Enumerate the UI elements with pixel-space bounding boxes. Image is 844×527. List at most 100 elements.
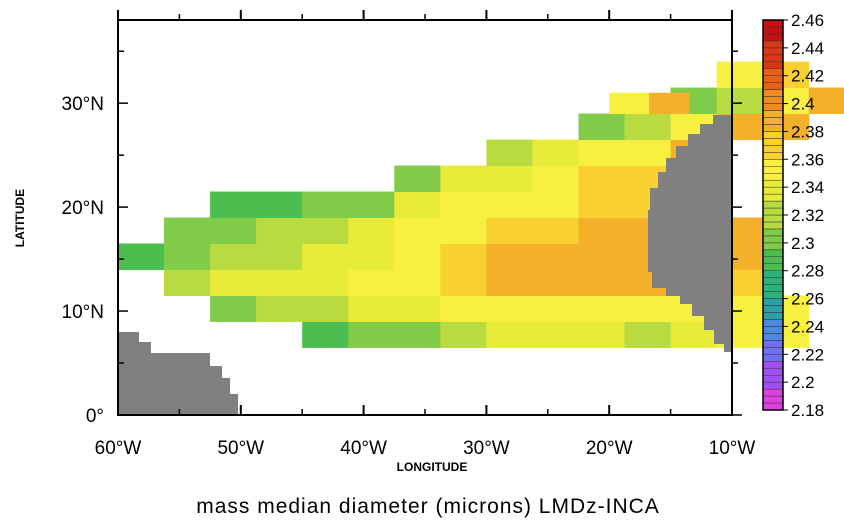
y-tick-label: 0° (86, 406, 104, 427)
colorbar-swatch (762, 284, 784, 292)
colorbar-label: 2.32 (791, 206, 824, 225)
heatmap-cell (624, 295, 672, 322)
heatmap-cell (394, 243, 441, 270)
colorbar-label: 2.22 (791, 345, 824, 364)
colorbar-swatch (762, 298, 784, 306)
heatmap-cell (440, 191, 487, 218)
heatmap-cell (348, 243, 395, 270)
heatmap-cell (164, 217, 211, 244)
axis-ticks (117, 10, 742, 416)
heatmap-cell (578, 217, 626, 244)
colorbar-swatch (762, 172, 784, 181)
heatmap-cell (348, 217, 395, 244)
heatmap-cell (486, 139, 533, 167)
colorbar-swatch (762, 395, 784, 404)
colorbar-swatch (762, 256, 784, 264)
heatmap-cell (256, 269, 303, 296)
heatmap-cell (256, 191, 303, 218)
heatmap-cell (808, 87, 844, 115)
heatmap-cell (164, 269, 211, 296)
heatmap-cell (394, 295, 441, 322)
heatmap-cell (716, 61, 764, 89)
x-tick-label: 40°W (340, 438, 387, 459)
heatmap-cell (302, 191, 349, 218)
heatmap-cell (440, 321, 487, 348)
heatmap-cell (394, 269, 441, 296)
colorbar-swatch (762, 103, 784, 111)
colorbar-swatch (762, 347, 784, 355)
colorbar-label: 2.28 (791, 262, 824, 281)
colorbar-swatch (762, 47, 784, 56)
heatmap-cell (118, 243, 165, 270)
colorbar-label: 2.18 (791, 401, 824, 420)
heatmap-cell (532, 269, 579, 296)
heatmap-cell (532, 243, 579, 270)
heatmap-cell (210, 243, 257, 270)
heatmap-cell (394, 165, 441, 193)
colorbar-swatch (762, 270, 784, 278)
colorbar-swatch (762, 186, 784, 195)
chart-caption: mass median diameter (microns) LMDz-INCA (196, 495, 660, 518)
heatmap-cell (256, 243, 303, 270)
tick-labels: 60°W 50°W 40°W 30°W 20°W 10°W 0° 10°N 20°N 30°N (62, 94, 756, 459)
colorbar-swatch (762, 374, 784, 383)
colorbar-swatch (762, 54, 784, 63)
colorbar-swatch (762, 242, 784, 251)
colorbar-swatch (762, 207, 784, 216)
heatmap-cell (486, 269, 533, 296)
heatmap-cell (210, 191, 257, 218)
colorbar-swatch (762, 110, 784, 118)
colorbar-swatch (762, 214, 784, 223)
y-tick-label: 30°N (62, 94, 104, 115)
colorbar-swatch (762, 228, 784, 237)
colorbar-swatch (762, 89, 784, 97)
colorbar-swatch (762, 312, 784, 320)
heatmap-cell (394, 191, 441, 218)
heatmap-cell (210, 269, 257, 296)
colorbar-swatch (762, 235, 784, 244)
heatmap-cell (578, 139, 626, 167)
colorbar-swatch (762, 277, 784, 285)
colorbar-swatch (762, 117, 784, 125)
heatmap-cell (486, 165, 533, 193)
colorbar-label: 2.4 (791, 95, 815, 114)
colorbar-swatch (762, 145, 784, 153)
colorbar-swatch (762, 193, 784, 202)
heatmap-cell (210, 217, 257, 244)
heatmap-cell (348, 191, 395, 218)
heatmap-cell (302, 321, 349, 348)
colorbar-swatch (762, 33, 784, 42)
heatmap-cell (210, 295, 257, 322)
colorbar-swatch (762, 166, 784, 174)
colorbar-swatch (762, 61, 784, 69)
colorbar-swatch (762, 340, 784, 348)
heatmap-cell (532, 139, 579, 167)
colorbar-swatch (762, 367, 784, 376)
colorbar-swatch (762, 361, 784, 369)
x-tick-label: 10°W (709, 438, 756, 459)
heatmap-cell (609, 92, 650, 115)
heatmap-cell (440, 269, 487, 296)
colorbar-swatch (762, 19, 784, 28)
colorbar-swatch (762, 221, 784, 230)
colorbar: 2.46 2.44 2.42 2.4 2.38 2.36 2.34 2.32 2.3 2.28 2.… (762, 11, 824, 420)
colorbar-swatch (762, 131, 784, 139)
colorbar-swatch (762, 159, 784, 167)
heatmap-cell (486, 295, 533, 322)
y-tick-label: 10°N (62, 302, 104, 323)
heatmap-cell (302, 243, 349, 270)
heatmap-cell (578, 269, 626, 296)
colorbar-swatch (762, 263, 784, 271)
land-masks (118, 115, 732, 415)
heatmap-cell (440, 165, 487, 193)
heatmap-cell (532, 321, 579, 348)
colorbar-label: 2.42 (791, 67, 824, 86)
colorbar-swatch (762, 305, 784, 313)
colorbar-swatch (762, 381, 784, 390)
heatmap-cell (348, 321, 395, 348)
colorbar-swatch (762, 40, 784, 49)
colorbar-swatch (762, 354, 784, 362)
x-axis-label: LONGITUDE (397, 460, 468, 474)
colorbar-swatch (762, 249, 784, 258)
